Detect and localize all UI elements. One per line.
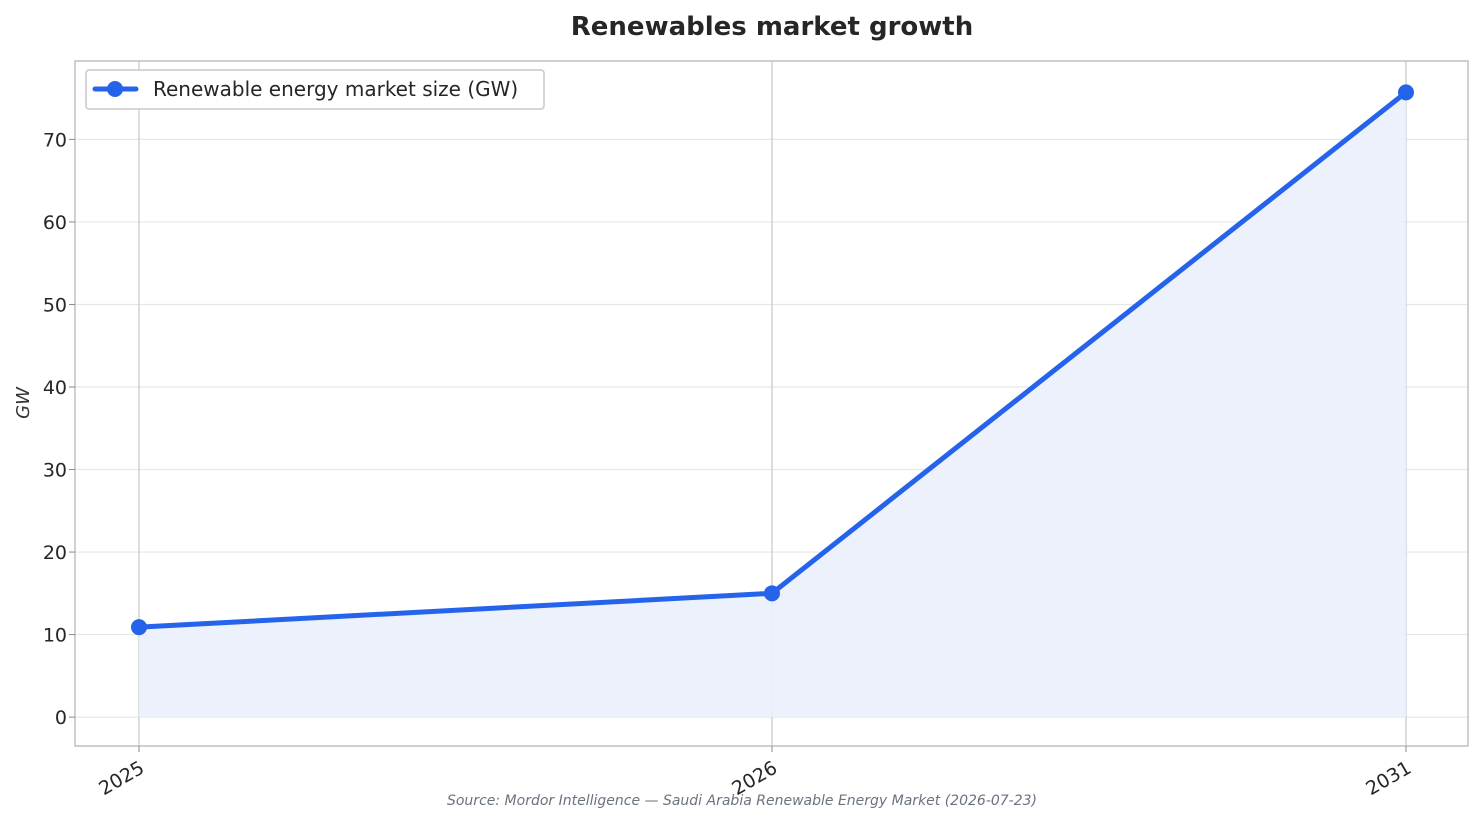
data-point [764,585,780,602]
x-tick-label: 2025 [95,757,148,800]
y-axis-ticks: 0 10 20 30 40 50 60 70 [43,129,75,729]
chart-title: Renewables market growth [571,12,973,42]
data-points [131,84,1414,636]
y-tick-label: 0 [55,707,67,729]
y-tick-label: 30 [43,460,67,482]
series-area [139,92,1406,718]
x-tick-label: 2031 [1362,757,1415,800]
legend: Renewable energy market size (GW) [85,69,545,110]
data-point [131,619,147,636]
legend-box [85,69,545,110]
y-tick-label: 20 [43,542,67,564]
source-note: Source: Mordor Intelligence — Saudi Arab… [447,793,1037,809]
y-tick-label: 40 [43,377,67,399]
y-axis-label: GW [13,386,34,419]
y-tick-label: 60 [43,212,67,234]
data-point [1398,84,1414,101]
y-tick-label: 50 [43,294,67,316]
legend-label: Renewable energy market size (GW) [153,77,518,101]
y-tick-label: 70 [43,129,67,151]
x-axis-ticks: 2025 2026 2031 [95,746,1415,800]
legend-marker [107,81,123,97]
y-tick-label: 10 [43,625,67,647]
